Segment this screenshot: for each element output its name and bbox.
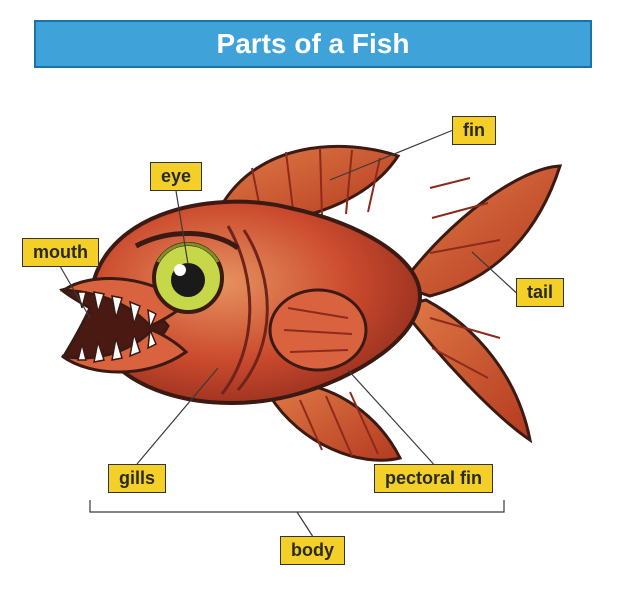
title-bar: Parts of a Fish	[34, 20, 592, 68]
label-eye: eye	[150, 162, 202, 191]
label-tail: tail	[516, 278, 564, 307]
diagram-canvas: fin eye mouth tail gills pectoral fin body	[0, 68, 626, 596]
label-fin: fin	[452, 116, 496, 145]
fish-illustration	[0, 68, 626, 596]
label-gills: gills	[108, 464, 166, 493]
fish-eye	[154, 244, 222, 312]
fish-pectoral-fin	[270, 290, 366, 370]
label-pectoral-fin: pectoral fin	[374, 464, 493, 493]
label-body: body	[280, 536, 345, 565]
label-mouth: mouth	[22, 238, 99, 267]
